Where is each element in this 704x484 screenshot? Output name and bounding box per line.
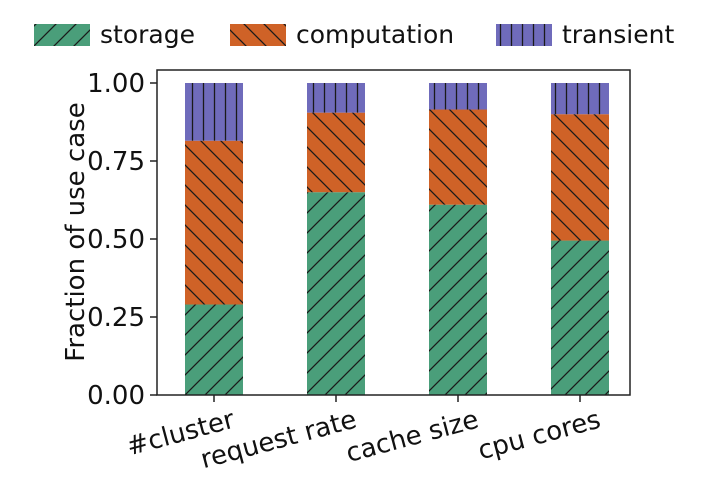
bar-storage-2 — [307, 192, 365, 395]
plot-frame — [156, 69, 631, 396]
legend-label: transient — [562, 20, 674, 49]
bar-storage-1 — [185, 304, 243, 395]
x-tick-label: cpu cores — [475, 405, 604, 466]
bar-storage-4 — [551, 240, 609, 395]
bar-transient-3 — [429, 83, 487, 110]
bar-transient-2 — [307, 83, 365, 113]
legend: storage computation transient — [34, 20, 674, 49]
bar-computation-4 — [551, 114, 609, 241]
legend-label: storage — [100, 20, 195, 49]
y-axis: 0.00 0.25 0.50 0.75 1.00 — [87, 69, 157, 411]
legend-item-storage: storage — [34, 20, 195, 49]
bar-storage-3 — [429, 204, 487, 395]
y-tick-label: 0.50 — [87, 225, 145, 255]
legend-label: computation — [296, 20, 454, 49]
legend-item-transient: transient — [496, 20, 674, 49]
y-tick-label: 0.75 — [87, 147, 145, 177]
y-tick-label: 0.00 — [87, 381, 145, 411]
y-tick-label: 1.00 — [87, 69, 145, 99]
y-axis-title: Fraction of use case — [61, 102, 91, 361]
bars-group — [185, 83, 609, 395]
y-tick-label: 0.25 — [87, 303, 145, 333]
bar-transient-4 — [551, 83, 609, 115]
legend-item-computation: computation — [230, 20, 454, 49]
bar-computation-2 — [307, 112, 365, 193]
bar-transient-1 — [185, 83, 243, 141]
bar-computation-1 — [185, 140, 243, 305]
bar-computation-3 — [429, 109, 487, 205]
x-tick-label: cache size — [343, 405, 482, 469]
